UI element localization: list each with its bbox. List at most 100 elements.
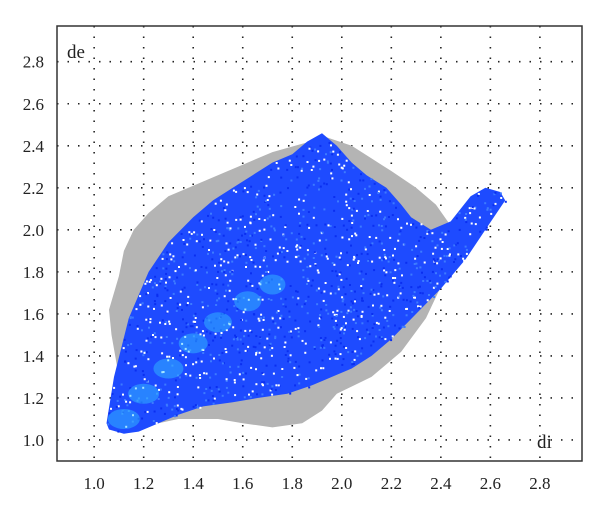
- speckle-point: [195, 326, 198, 329]
- speckle-point: [378, 329, 381, 331]
- speckle-point: [233, 305, 236, 308]
- speckle-point: [255, 353, 257, 356]
- speckle-point: [370, 214, 373, 217]
- speckle-point: [179, 290, 182, 293]
- speckle-point: [186, 304, 189, 307]
- speckle-point: [336, 357, 339, 360]
- speckle-point: [184, 373, 187, 375]
- speckle-point: [126, 404, 129, 407]
- speckle-point: [123, 338, 126, 341]
- speckle-point: [321, 231, 324, 234]
- speckle-point: [219, 329, 222, 332]
- speckle-point: [471, 206, 474, 209]
- speckle-point: [218, 359, 221, 362]
- speckle-point: [329, 151, 332, 154]
- speckle-point: [323, 208, 326, 211]
- speckle-point: [259, 265, 262, 268]
- speckle-point: [246, 239, 248, 242]
- speckle-point: [146, 410, 149, 413]
- speckle-point: [367, 214, 370, 217]
- speckle-point: [145, 280, 148, 283]
- speckle-point: [205, 266, 208, 269]
- speckle-point: [323, 158, 326, 161]
- speckle-point: [355, 209, 358, 212]
- speckle-point: [267, 271, 270, 273]
- speckle-point: [147, 358, 150, 361]
- speckle-point: [349, 284, 351, 286]
- speckle-point: [334, 292, 337, 295]
- speckle-point: [393, 281, 396, 284]
- speckle-point: [372, 340, 375, 343]
- speckle-point: [347, 309, 350, 312]
- speckle-point: [275, 384, 278, 387]
- speckle-point: [364, 248, 367, 251]
- speckle-point: [163, 342, 166, 344]
- speckle-point: [341, 296, 344, 299]
- speckle-point: [242, 253, 245, 256]
- speckle-point: [308, 147, 311, 150]
- speckle-point: [345, 322, 347, 325]
- speckle-point: [465, 213, 468, 215]
- speckle-point: [334, 357, 337, 360]
- speckle-point: [377, 192, 380, 194]
- speckle-point: [307, 184, 310, 187]
- speckle-point: [306, 253, 309, 256]
- speckle-point: [320, 291, 323, 294]
- speckle-point: [223, 269, 226, 272]
- speckle-point: [141, 302, 144, 305]
- speckle-point: [225, 380, 228, 382]
- speckle-point: [312, 257, 315, 259]
- speckle-point: [203, 392, 206, 395]
- speckle-point: [175, 408, 178, 410]
- speckle-point: [356, 254, 358, 257]
- speckle-point: [236, 300, 239, 303]
- speckle-point: [383, 189, 386, 192]
- speckle-point: [306, 249, 309, 252]
- speckle-point: [369, 244, 372, 247]
- speckle-point: [226, 221, 229, 224]
- speckle-point: [107, 423, 110, 426]
- speckle-point: [260, 313, 263, 316]
- speckle-point: [352, 258, 355, 261]
- speckle-point: [194, 320, 197, 323]
- speckle-point: [183, 242, 186, 245]
- speckle-point: [309, 320, 312, 323]
- speckle-point: [459, 255, 462, 257]
- speckle-point: [187, 350, 190, 353]
- speckle-point: [186, 243, 189, 246]
- speckle-point: [335, 313, 338, 316]
- speckle-point: [184, 263, 187, 266]
- x-tick-label: 1.8: [282, 474, 303, 493]
- speckle-point: [397, 218, 399, 221]
- speckle-point: [214, 289, 217, 292]
- speckle-point: [439, 274, 441, 277]
- speckle-point: [215, 317, 218, 320]
- speckle-point: [470, 222, 473, 225]
- speckle-point: [334, 270, 337, 273]
- speckle-point: [444, 233, 447, 236]
- speckle-point: [178, 266, 180, 268]
- speckle-point: [315, 224, 318, 227]
- speckle-point: [392, 279, 394, 282]
- speckle-point: [124, 360, 127, 363]
- speckle-point: [283, 346, 286, 348]
- speckle-point: [449, 253, 451, 256]
- speckle-point: [364, 215, 367, 218]
- speckle-point: [379, 195, 382, 198]
- speckle-point: [319, 337, 322, 339]
- speckle-point: [260, 240, 263, 242]
- speckle-point: [327, 312, 330, 315]
- speckle-point: [181, 408, 184, 411]
- speckle-point: [356, 315, 359, 318]
- speckle-point: [341, 167, 344, 170]
- y-axis-label: de: [67, 42, 85, 63]
- speckle-point: [354, 298, 357, 301]
- speckle-point: [379, 198, 382, 201]
- speckle-point: [378, 224, 380, 227]
- speckle-point: [194, 312, 197, 315]
- speckle-point: [275, 311, 278, 314]
- speckle-point: [352, 363, 355, 365]
- speckle-point: [343, 332, 345, 335]
- speckle-point: [211, 283, 214, 286]
- speckle-point: [330, 172, 333, 175]
